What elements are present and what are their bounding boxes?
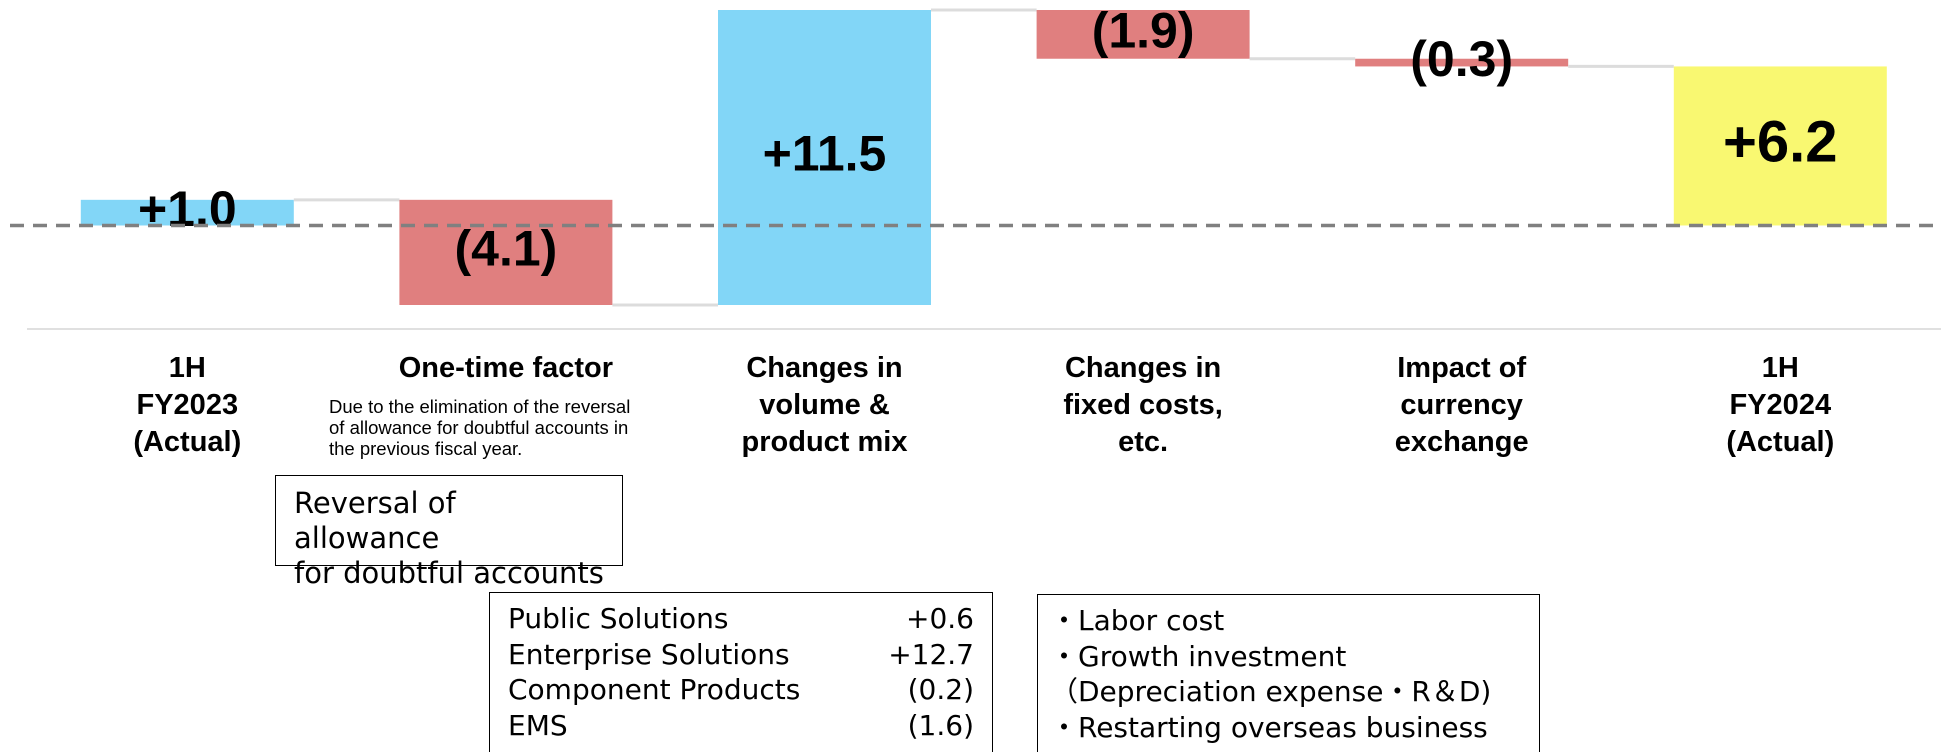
bar (1673, 66, 1887, 226)
category-label: Impact of currency exchange (1394, 352, 1529, 458)
segment-name: EMS (508, 708, 568, 742)
segment-box: Public Solutions +0.6 Enterprise Solutions… (489, 592, 993, 752)
category-label: 1H FY2023 (Actual) (133, 352, 242, 458)
segment-row: Public Solutions +0.6 (508, 601, 974, 637)
segment-row: Enterprise Solutions +12.7 (508, 637, 974, 673)
category-label: Changes in volume & product mix (741, 352, 908, 458)
fixed-cost-item: ・Growth investment (1050, 639, 1347, 673)
one-time-note: Due to the elimination of the reversal o… (329, 396, 631, 459)
value-label: (4.1) (454, 221, 557, 277)
segment-row: EMS (1.6) (508, 708, 974, 744)
bar (718, 10, 931, 305)
bar (1036, 10, 1250, 59)
bar (1355, 58, 1569, 67)
segment-row: Component Products (0.2) (508, 672, 974, 708)
value-label: (1.9) (1092, 3, 1195, 59)
value-label: +11.5 (763, 126, 887, 182)
fixed-cost-item: ・Labor cost (1050, 604, 1225, 637)
bar (80, 199, 294, 226)
segment-value: (0.2) (907, 673, 974, 706)
value-label: +1.0 (138, 181, 237, 237)
bar (399, 199, 613, 305)
segment-value: (1.6) (907, 708, 974, 742)
segment-value: +0.6 (906, 602, 974, 635)
category-label: Changes in fixed costs, etc. (1063, 352, 1223, 458)
segment-name: Component Products (508, 673, 801, 706)
segment-name: Public Solutions (508, 602, 729, 635)
segment-value: +12.7 (888, 637, 974, 671)
fixed-cost-box: ・Labor cost ・Growth investment （Depreciati… (1037, 594, 1540, 752)
fixed-cost-item: ・Restarting overseas business (1050, 710, 1488, 744)
value-label: +6.2 (1723, 109, 1838, 174)
value-label: (0.3) (1410, 31, 1513, 87)
category-label: 1H FY2024 (Actual) (1726, 352, 1835, 458)
category-label: One-time factor (398, 352, 614, 384)
segment-name: Enterprise Solutions (508, 637, 790, 671)
fixed-cost-item: （Depreciation expense・R＆D) (1050, 675, 1492, 708)
one-time-box: Reversal of allowance for doubtful accou… (275, 475, 623, 590)
